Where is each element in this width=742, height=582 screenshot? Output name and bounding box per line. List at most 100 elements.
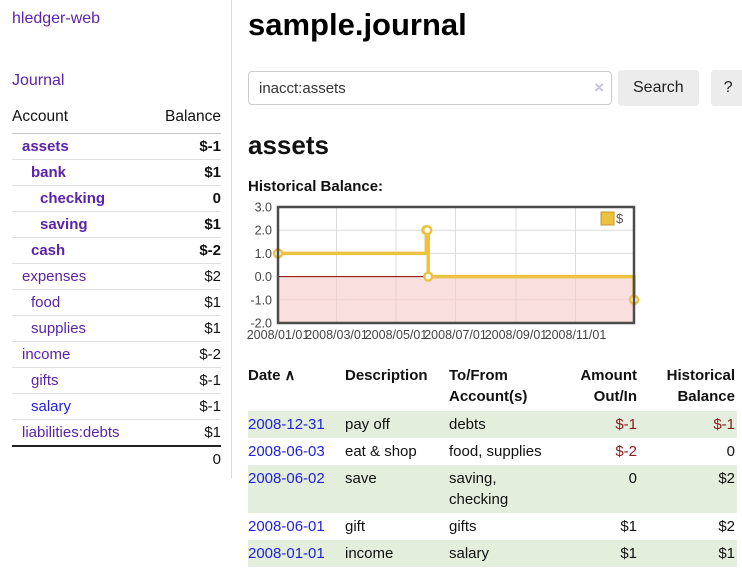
register-description-cell: income xyxy=(345,545,394,562)
search-input[interactable] xyxy=(248,71,612,105)
search-input-wrap: × xyxy=(248,71,612,105)
search-row: × Search ? xyxy=(248,70,742,106)
transaction-date-link[interactable]: 2008-01-01 xyxy=(248,545,325,562)
register-col-date[interactable]: Date ∧ xyxy=(248,363,345,411)
svg-text:1.0: 1.0 xyxy=(255,247,272,261)
transaction-date-link[interactable]: 2008-06-01 xyxy=(248,518,325,535)
account-link[interactable]: saving xyxy=(40,216,88,233)
register-col-date-label: Date xyxy=(248,367,281,384)
account-row: bank $1 xyxy=(12,159,221,186)
account-balance: $-2 xyxy=(199,242,221,259)
accounts-table-body: assets $-1 bank $1 checking 0 saving $1 … xyxy=(12,134,221,447)
brand: hledger-web xyxy=(12,10,221,28)
account-balance: $-2 xyxy=(199,346,221,363)
register-date-cell: 2008-12-31 xyxy=(248,411,345,438)
svg-text:2008/11/01: 2008/11/01 xyxy=(545,328,607,342)
register-description-cell: save xyxy=(345,470,377,487)
help-button[interactable]: ? xyxy=(710,70,742,106)
register-description-cell: gift xyxy=(345,518,366,535)
transaction-date-link[interactable]: 2008-12-31 xyxy=(248,416,325,433)
svg-text:-2.0: -2.0 xyxy=(250,317,272,331)
register-balance-cell: $-1 xyxy=(713,416,735,433)
account-name-cell: gifts xyxy=(12,368,149,394)
register-date-cell: 2008-06-01 xyxy=(248,513,345,540)
account-balance: $1 xyxy=(204,424,221,441)
register-table-body: 2008-12-31 pay off debts $-1 $-1 2008-06… xyxy=(248,411,737,567)
register-amount-cell: $-1 xyxy=(615,416,637,433)
account-row: expenses $2 xyxy=(12,263,221,290)
svg-text:-1.0: -1.0 xyxy=(250,293,272,307)
register-description-cell: pay off xyxy=(345,416,390,433)
account-row: cash $-2 xyxy=(12,237,221,264)
svg-text:3.0: 3.0 xyxy=(255,201,272,215)
svg-text:2008/03/01: 2008/03/01 xyxy=(305,328,368,342)
account-row: assets $-1 xyxy=(12,134,221,160)
accounts-header-row: Account Balance xyxy=(12,105,221,134)
transaction-date-link[interactable]: 2008-06-02 xyxy=(248,470,325,487)
account-row: salary $-1 xyxy=(12,393,221,420)
register-col-description: Description xyxy=(345,367,428,384)
register-amount-cell: $1 xyxy=(620,518,637,535)
svg-text:0.0: 0.0 xyxy=(255,270,272,284)
account-row: saving $1 xyxy=(12,211,221,238)
register-row: 2008-06-02 save saving, checking 0 $2 xyxy=(248,465,737,513)
register-table: Date ∧ Description To/From Account(s) Amo… xyxy=(248,363,737,567)
account-name-cell: assets xyxy=(12,134,149,160)
account-link[interactable]: gifts xyxy=(31,372,59,389)
account-balance: 0 xyxy=(212,190,221,207)
account-name-cell: liabilities:debts xyxy=(12,420,149,447)
account-link[interactable]: food xyxy=(31,294,61,311)
account-heading: assets xyxy=(248,130,329,160)
svg-text:2008/07/01: 2008/07/01 xyxy=(424,328,487,342)
sort-ascending-icon: ∧ xyxy=(284,367,296,384)
clear-search-icon[interactable]: × xyxy=(594,78,604,97)
register-amount-cell: $-2 xyxy=(615,443,637,460)
transaction-date-link[interactable]: 2008-06-03 xyxy=(248,443,325,460)
register-date-cell: 2008-06-03 xyxy=(248,438,345,465)
account-link[interactable]: cash xyxy=(31,242,66,259)
register-col-balance: Historical Balance xyxy=(666,367,735,405)
register-accounts-cell: debts xyxy=(449,416,486,433)
register-accounts-cell: gifts xyxy=(449,518,477,535)
account-link[interactable]: expenses xyxy=(22,268,87,285)
account-row: checking 0 xyxy=(12,185,221,212)
register-balance-cell: $2 xyxy=(718,518,735,535)
account-link[interactable]: bank xyxy=(31,164,67,181)
account-link[interactable]: checking xyxy=(40,190,106,207)
register-col-accounts: To/From Account(s) xyxy=(449,367,528,405)
accounts-table: Account Balance assets $-1 bank $1 check… xyxy=(12,105,221,472)
register-balance-cell: $1 xyxy=(718,545,735,562)
account-link[interactable]: supplies xyxy=(31,320,87,337)
account-row: supplies $1 xyxy=(12,315,221,342)
svg-text:2008/05/01: 2008/05/01 xyxy=(365,328,428,342)
account-name-cell: cash xyxy=(12,238,149,264)
register-accounts-cell: food, supplies xyxy=(449,443,542,460)
account-name-cell: checking xyxy=(12,186,149,212)
register-header-row: Date ∧ Description To/From Account(s) Amo… xyxy=(248,363,737,411)
account-balance: $1 xyxy=(204,320,221,337)
app: hledger-web Journal Account Balance asse… xyxy=(0,0,742,567)
register-row: 2008-06-03 eat & shop food, supplies $-2… xyxy=(248,438,737,465)
brand-link[interactable]: hledger-web xyxy=(12,10,101,27)
account-name-cell: saving xyxy=(12,212,149,238)
svg-text:2008/01/01: 2008/01/01 xyxy=(247,328,310,342)
account-name-cell: income xyxy=(12,342,149,368)
account-row: liabilities:debts $1 xyxy=(12,419,221,447)
sidebar-item-journal[interactable]: Journal xyxy=(12,72,65,89)
historical-balance-chart: $3.0 2.0 1.0 0.0 -1.0 -2.0 2008/01/01 2008/03/0… xyxy=(247,201,742,345)
svg-text:2008/09/01: 2008/09/01 xyxy=(485,328,548,342)
account-link[interactable]: salary xyxy=(31,398,72,415)
search-button[interactable]: Search xyxy=(618,70,699,106)
svg-text:$: $ xyxy=(616,211,624,226)
register-row: 2008-01-01 income salary $1 $1 xyxy=(248,540,737,567)
account-link[interactable]: assets xyxy=(22,138,69,155)
accounts-col-balance: Balance xyxy=(164,108,221,125)
accounts-total-row: 0 xyxy=(12,445,221,472)
sidebar: hledger-web Journal Account Balance asse… xyxy=(0,0,232,478)
account-name-cell: expenses xyxy=(12,264,149,290)
account-row: food $1 xyxy=(12,289,221,316)
chart-svg: $3.0 2.0 1.0 0.0 -1.0 -2.02008/01/012008/03/0… xyxy=(247,201,640,342)
account-name-cell: food xyxy=(12,290,149,316)
account-link[interactable]: income xyxy=(22,346,71,363)
account-link[interactable]: liabilities:debts xyxy=(22,424,120,441)
